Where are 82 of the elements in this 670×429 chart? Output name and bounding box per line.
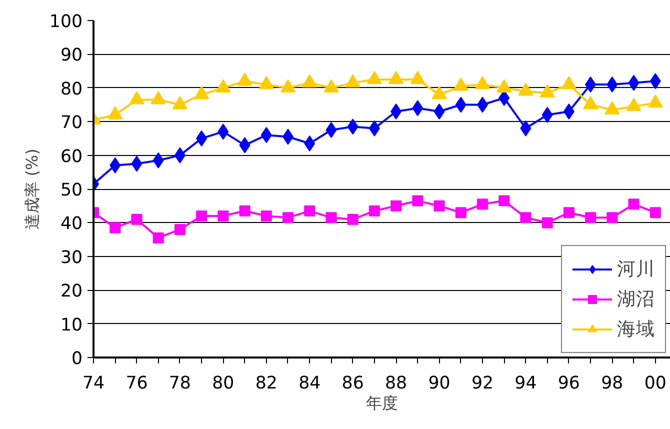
point (174, 224, 186, 235)
legend-label: 湖沼 (617, 288, 655, 312)
point (474, 76, 490, 90)
y-tick-label: 50 (60, 180, 83, 200)
point (563, 207, 574, 218)
point (432, 86, 447, 100)
point (172, 96, 188, 110)
x-tick-label: 82 (255, 374, 278, 394)
x-tick-label: 80 (212, 374, 234, 394)
point (196, 210, 208, 222)
point (476, 198, 488, 210)
y-tick-label: 80 (60, 79, 83, 100)
y-tick-label: 10 (60, 315, 83, 336)
point (583, 96, 598, 110)
x-tick-label: 74 (82, 374, 105, 394)
point (324, 79, 339, 92)
point (626, 98, 642, 111)
point (110, 222, 121, 234)
point (390, 200, 402, 212)
point (345, 74, 360, 88)
legend-label: 河川 (617, 258, 655, 282)
y-tick-label: 0 (71, 349, 83, 369)
point (498, 195, 510, 206)
point (455, 207, 466, 218)
point (520, 212, 532, 224)
y-tick-label: 30 (60, 248, 83, 268)
point (150, 91, 166, 104)
point (258, 76, 274, 90)
point (129, 91, 144, 104)
point (216, 79, 231, 92)
y-tick-label: 40 (60, 214, 83, 234)
point (260, 210, 272, 222)
point (218, 210, 229, 222)
point (604, 101, 620, 114)
x-tick-label: 94 (514, 374, 537, 394)
x-tick-label: 76 (126, 374, 148, 394)
x-axis-title: 年度 (366, 394, 398, 412)
point (410, 70, 426, 84)
y-axis-title: 達成率 (%) (22, 148, 42, 230)
point (152, 232, 164, 244)
x-tick-label: 78 (168, 374, 191, 394)
x-tick-label: 98 (601, 374, 624, 394)
y-tick-label: 60 (60, 146, 83, 167)
y-tick-label: 90 (60, 46, 83, 66)
point (388, 70, 404, 84)
point (518, 82, 534, 96)
y-tick-label: 20 (60, 282, 83, 302)
point (304, 205, 316, 216)
point (542, 217, 553, 228)
point (282, 212, 294, 224)
point (368, 205, 380, 216)
point (366, 70, 382, 84)
legend-label: 海域 (617, 318, 655, 342)
point (453, 78, 468, 91)
point (650, 207, 661, 218)
point (302, 74, 318, 88)
point (561, 76, 576, 90)
point (412, 195, 424, 206)
point (606, 212, 618, 224)
y-tick-label: 70 (60, 113, 83, 134)
x-tick-label: 96 (558, 374, 580, 394)
point (326, 212, 337, 224)
point (108, 106, 123, 120)
x-tick-label: 84 (298, 374, 321, 394)
point (347, 214, 358, 225)
point (237, 72, 252, 86)
point (496, 79, 512, 92)
point (628, 198, 640, 210)
y-tick-label: 100 (49, 12, 83, 32)
point (540, 84, 555, 98)
point (648, 94, 663, 108)
x-tick-label: 92 (471, 374, 494, 394)
x-tick-label: 86 (342, 374, 364, 394)
x-tick-label: 90 (428, 374, 450, 394)
point (131, 214, 142, 225)
x-tick-label: 00 (644, 374, 666, 394)
point (239, 205, 250, 216)
point (280, 79, 296, 92)
x-tick-label: 88 (385, 374, 408, 394)
point (194, 86, 210, 100)
point (585, 212, 596, 224)
point (434, 200, 445, 212)
